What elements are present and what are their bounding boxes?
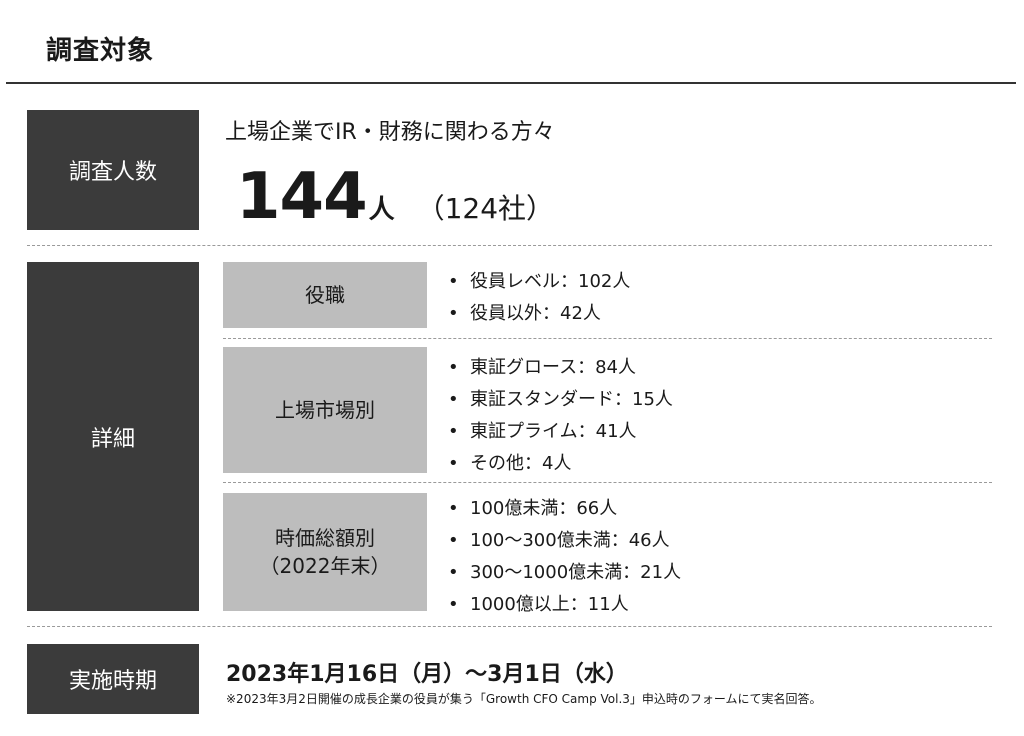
period-label: 実施時期 (27, 644, 199, 714)
list-item: 100億未満：66人 (448, 493, 681, 525)
detail-list-market-cap: 100億未満：66人 100〜300億未満：46人 300〜1000億未満：21… (448, 493, 681, 621)
respondent-count: 144人 （124社） (236, 160, 554, 234)
survey-target-headline: 上場企業でIR・財務に関わる方々 (225, 120, 555, 145)
detail-category-subtitle: （2022年末） (259, 554, 391, 578)
list-item: 東証プライム：41人 (448, 416, 673, 448)
detail-category-title: 役職 (305, 283, 345, 307)
detail-category-market-cap: 時価総額別 （2022年末） (223, 493, 427, 611)
respondent-count-unit: 人 (368, 195, 395, 225)
survey-note: ※2023年3月2日開催の成長企業の役員が集う「Growth CFO Camp … (226, 692, 822, 706)
detail-category-title: 上場市場別 (275, 398, 375, 422)
list-item: 100〜300億未満：46人 (448, 525, 681, 557)
list-item: 1000億以上：11人 (448, 589, 681, 621)
detail-category-title: 時価総額別 (275, 526, 375, 550)
section-divider (27, 245, 992, 246)
page-title: 調査対象 (46, 36, 155, 66)
detail-category-position: 役職 (223, 262, 427, 328)
survey-period: 2023年1月16日（月）〜3月1日（水） (226, 662, 628, 687)
detail-category-market: 上場市場別 (223, 347, 427, 473)
group-divider (223, 482, 992, 483)
list-item: 東証グロース：84人 (448, 352, 673, 384)
survey-count-label: 調査人数 (27, 110, 199, 230)
detail-list-market: 東証グロース：84人 東証スタンダード：15人 東証プライム：41人 その他：4… (448, 352, 673, 480)
respondent-count-number: 144 (236, 160, 368, 234)
detail-list-position: 役員レベル：102人 役員以外：42人 (448, 266, 630, 330)
title-divider (6, 82, 1016, 84)
section-divider (27, 626, 992, 627)
company-count: （124社） (416, 192, 555, 225)
details-label: 詳細 (27, 262, 199, 611)
group-divider (223, 338, 992, 339)
list-item: 東証スタンダード：15人 (448, 384, 673, 416)
list-item: 役員以外：42人 (448, 298, 630, 330)
list-item: その他：4人 (448, 448, 673, 480)
list-item: 300〜1000億未満：21人 (448, 557, 681, 589)
list-item: 役員レベル：102人 (448, 266, 630, 298)
